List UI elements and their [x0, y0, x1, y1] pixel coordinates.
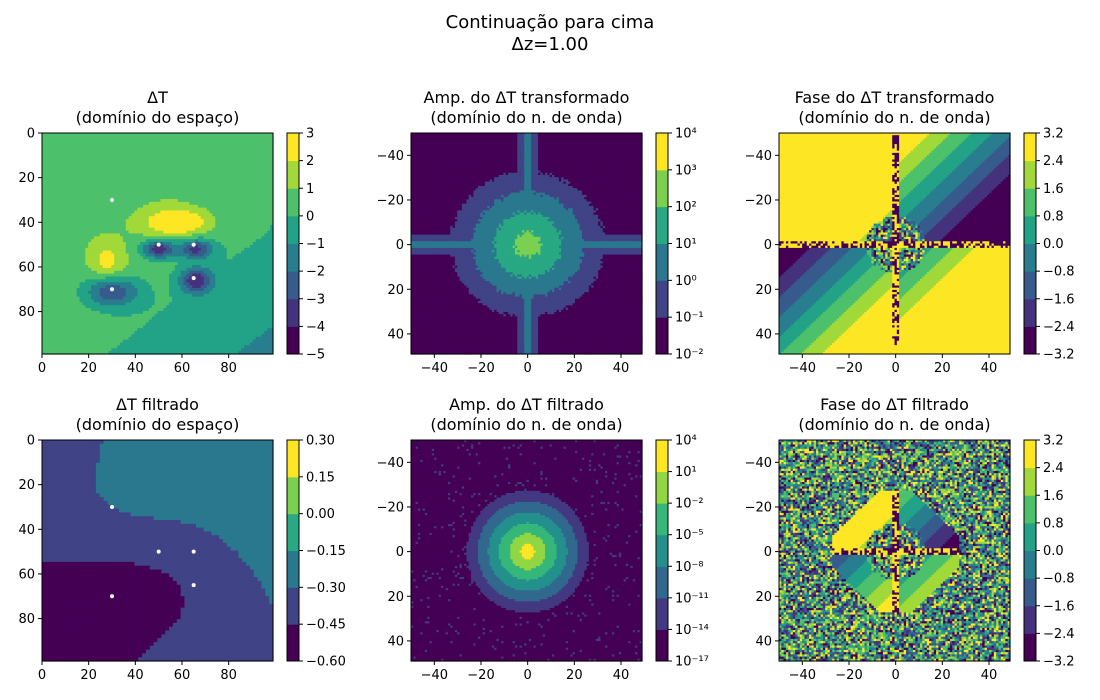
figure-title-line2: Δz=1.00	[512, 34, 589, 55]
figure-title-line1: Continuação para cima	[446, 12, 655, 33]
